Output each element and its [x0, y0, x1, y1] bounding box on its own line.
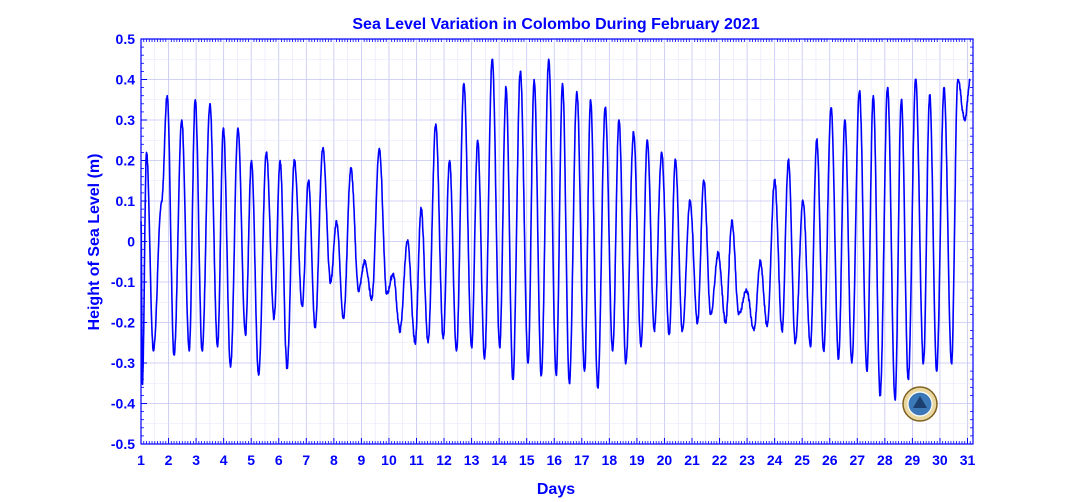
seal-logo — [902, 386, 938, 422]
x-tick-label: 3 — [192, 452, 200, 468]
x-tick-label: 4 — [220, 452, 228, 468]
x-tick-label: 17 — [574, 452, 590, 468]
y-tick-label: -0.1 — [111, 274, 135, 290]
x-tick-label: 29 — [905, 452, 921, 468]
y-tick-label: 0.2 — [116, 153, 136, 169]
y-tick-label: 0.3 — [116, 112, 136, 128]
x-tick-label: 20 — [657, 452, 673, 468]
x-tick-label: 15 — [519, 452, 535, 468]
y-tick-label: 0 — [127, 234, 135, 250]
x-tick-label: 21 — [684, 452, 700, 468]
x-axis-label: Days — [537, 481, 575, 498]
x-tick-label: 7 — [302, 452, 310, 468]
series-layer — [140, 58, 971, 401]
x-tick-label: 28 — [877, 452, 893, 468]
x-tick-label: 23 — [739, 452, 755, 468]
x-tick-label: 25 — [794, 452, 810, 468]
x-tick-label: 13 — [464, 452, 480, 468]
x-tick-label: 5 — [247, 452, 255, 468]
x-tick-label: 16 — [546, 452, 562, 468]
x-tick-label: 2 — [165, 452, 173, 468]
y-tick-label: -0.5 — [111, 436, 135, 452]
x-tick-label: 30 — [932, 452, 948, 468]
y-tick-label: -0.3 — [111, 355, 135, 371]
tick-layer: 1 2 3 4 5 6 7 8 9 10 11 12 13 14 15 16 17 18 19 20 21 22 23 24 2… — [111, 31, 976, 468]
x-tick-label: 19 — [629, 452, 645, 468]
x-tick-label: 14 — [491, 452, 507, 468]
chart-title: Sea Level Variation in Colombo During Fe… — [352, 16, 759, 33]
grid-layer — [141, 39, 973, 444]
x-tick-label: 10 — [381, 452, 397, 468]
x-tick-label: 26 — [822, 452, 838, 468]
seal-emblem-icon — [913, 396, 927, 408]
x-tick-label: 9 — [357, 452, 365, 468]
x-tick-label: 18 — [602, 452, 618, 468]
axes-layer — [140, 38, 974, 445]
y-tick-label: -0.2 — [111, 315, 135, 331]
y-axis-label: Height of Sea Level (m) — [86, 154, 103, 331]
x-tick-label: 12 — [436, 452, 452, 468]
y-tick-label: 0.4 — [116, 72, 136, 88]
y-tick-label: -0.4 — [111, 396, 135, 412]
x-tick-label: 1 — [137, 452, 145, 468]
y-tick-label: 0.1 — [116, 193, 136, 209]
x-tick-label: 27 — [850, 452, 866, 468]
x-tick-label: 6 — [275, 452, 283, 468]
x-tick-label: 22 — [712, 452, 728, 468]
x-tick-label: 24 — [767, 452, 783, 468]
x-tick-label: 11 — [409, 452, 424, 468]
sea-level-series-line — [140, 58, 971, 401]
x-tick-label: 8 — [330, 452, 338, 468]
y-tick-label: 0.5 — [116, 31, 136, 47]
x-tick-label: 31 — [960, 452, 976, 468]
